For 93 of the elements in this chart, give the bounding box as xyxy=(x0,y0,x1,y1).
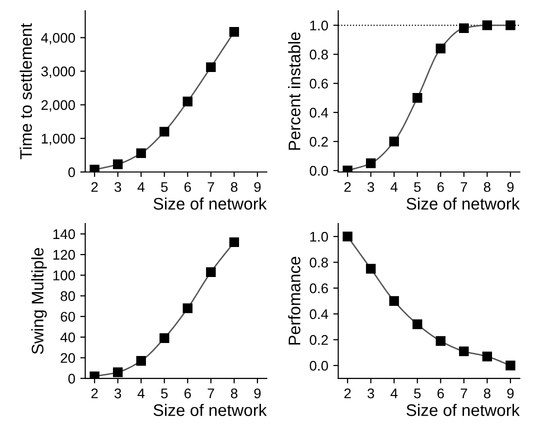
x-tick-label: 7 xyxy=(208,388,214,398)
point xyxy=(366,158,376,168)
x-tick-label: 2 xyxy=(91,388,98,398)
y-tick-label: 140 xyxy=(53,229,75,240)
y-tick-label: 0.8 xyxy=(310,50,328,60)
x-tick-label: 2 xyxy=(344,182,351,192)
y-tick-label: 1,000 xyxy=(42,134,75,146)
point xyxy=(160,126,170,137)
y-tick-label: 2,000 xyxy=(41,100,75,112)
x-tick-label: 9 xyxy=(254,182,261,192)
point xyxy=(436,336,446,346)
x-tick-label: 3 xyxy=(114,388,122,398)
point xyxy=(506,20,516,30)
x-tick-label: 9 xyxy=(507,182,514,192)
point xyxy=(482,20,492,30)
point xyxy=(229,237,240,248)
y-axis-title: Percent instable xyxy=(288,32,300,150)
y-tick-label: 0.0 xyxy=(310,360,328,371)
y-tick-label: 0.0 xyxy=(310,166,328,176)
x-tick-label: 3 xyxy=(114,182,122,192)
x-tick-label: 8 xyxy=(230,182,238,192)
point xyxy=(342,232,352,242)
x-tick-label: 5 xyxy=(414,388,421,398)
point xyxy=(206,267,216,277)
x-tick-label: 9 xyxy=(507,388,514,398)
x-tick-label: 2 xyxy=(344,388,351,398)
x-tick-label: 9 xyxy=(254,388,261,398)
x-tick-label: 3 xyxy=(367,182,374,192)
y-tick-label: 1.0 xyxy=(310,232,328,242)
point xyxy=(389,296,399,306)
x-axis-title: Size of network xyxy=(406,404,520,416)
y-tick-label: 100 xyxy=(53,270,75,280)
point xyxy=(459,346,469,356)
y-tick-label: 0.6 xyxy=(310,78,328,89)
y-tick-label: 20 xyxy=(60,353,75,363)
y-tick-label: 0.4 xyxy=(310,309,328,320)
point xyxy=(182,96,192,106)
x-tick-label: 4 xyxy=(138,388,145,398)
point xyxy=(412,319,422,330)
x-tick-label: 8 xyxy=(484,388,490,398)
y-tick-label: 0.4 xyxy=(310,108,328,118)
x-tick-label: 7 xyxy=(460,388,468,398)
x-tick-label: 4 xyxy=(390,388,398,398)
y-tick-label: 0.8 xyxy=(310,258,328,268)
x-tick-label: 6 xyxy=(437,388,444,398)
point xyxy=(412,93,422,103)
y-tick-label: 60 xyxy=(60,312,75,322)
point xyxy=(389,136,399,146)
y-tick-label: 0 xyxy=(68,167,75,178)
x-tick-label: 4 xyxy=(390,182,398,192)
x-tick-label: 6 xyxy=(437,182,444,192)
point xyxy=(136,356,146,366)
x-tick-label: 5 xyxy=(414,182,421,192)
y-tick-label: 0.2 xyxy=(310,136,328,147)
point xyxy=(136,148,146,158)
x-axis-title: Size of network xyxy=(406,197,520,210)
y-tick-label: 1.0 xyxy=(310,20,328,30)
y-axis-title: Swing Multiple xyxy=(31,248,47,354)
x-axis-title: Size of network xyxy=(154,404,267,416)
y-tick-label: 0.2 xyxy=(310,335,328,345)
y-tick-label: 80 xyxy=(60,291,75,302)
x-tick-label: 7 xyxy=(460,182,468,192)
x-tick-label: 5 xyxy=(161,182,168,192)
x-tick-label: 6 xyxy=(184,182,191,192)
x-tick-label: 4 xyxy=(138,182,145,192)
point xyxy=(112,367,123,378)
point xyxy=(482,352,492,362)
point xyxy=(112,159,123,170)
x-tick-label: 5 xyxy=(161,388,168,398)
y-tick-label: 0 xyxy=(68,374,75,384)
point xyxy=(366,264,376,274)
x-tick-label: 7 xyxy=(208,182,214,192)
x-axis-title: Size of network xyxy=(154,197,267,210)
x-tick-label: 6 xyxy=(184,388,191,398)
y-axis-title: Perfomance xyxy=(288,256,300,345)
y-tick-label: 120 xyxy=(53,250,75,260)
y-axis-title: Time to settlement xyxy=(20,23,32,160)
y-tick-label: 40 xyxy=(60,332,75,342)
x-tick-label: 2 xyxy=(91,182,98,192)
x-tick-label: 8 xyxy=(484,182,490,192)
y-tick-label: 3,000 xyxy=(41,66,75,78)
point xyxy=(206,62,216,72)
point xyxy=(436,44,446,54)
point xyxy=(229,27,240,37)
point xyxy=(90,164,100,172)
y-tick-label: 0.6 xyxy=(310,283,328,294)
x-tick-label: 8 xyxy=(230,388,238,398)
y-tick-label: 4,000 xyxy=(41,32,75,44)
point xyxy=(160,333,170,344)
point xyxy=(459,23,469,34)
point xyxy=(182,303,192,314)
x-tick-label: 3 xyxy=(367,388,374,398)
point xyxy=(506,360,516,370)
